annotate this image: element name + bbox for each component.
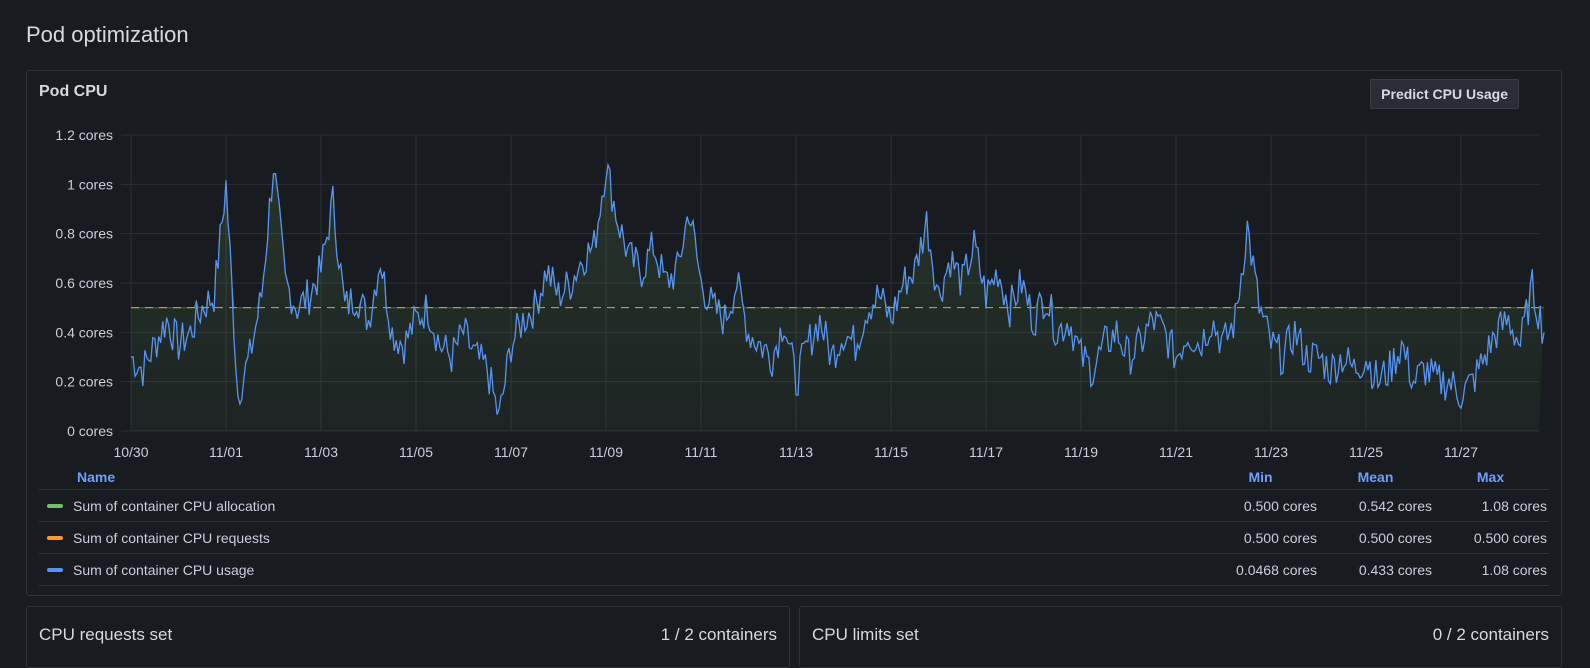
x-tick-label: 11/03 — [304, 444, 338, 460]
max-value: 1.08 cores — [1481, 497, 1547, 514]
x-tick-label: 11/13 — [779, 444, 813, 460]
x-tick-label: 11/23 — [1254, 444, 1288, 460]
x-tick-label: 11/25 — [1349, 444, 1383, 460]
legend-row-usage[interactable]: Sum of container CPU usage 0.0468 cores … — [39, 554, 1549, 586]
usage-line — [130, 162, 1545, 415]
legend-header-min[interactable]: Min — [1248, 469, 1273, 485]
x-tick-label: 11/19 — [1064, 444, 1098, 460]
series-name: Sum of container CPU requests — [73, 529, 270, 546]
min-value: 0.500 cores — [1243, 497, 1317, 514]
series-color-swatch — [47, 535, 63, 540]
card-value: 1 / 2 containers — [660, 625, 777, 644]
legend-header-max[interactable]: Max — [1476, 469, 1505, 485]
card-value: 0 / 2 containers — [1432, 625, 1549, 644]
y-tick-label: 0.4 cores — [55, 324, 113, 340]
x-tick-label: 11/17 — [969, 444, 1003, 460]
legend-row-requests[interactable]: Sum of container CPU requests 0.500 core… — [39, 522, 1549, 554]
card-title: CPU limits set — [812, 625, 919, 644]
mean-value: 0.542 cores — [1358, 497, 1432, 514]
card-title: CPU requests set — [39, 625, 173, 644]
y-tick-label: 1 cores — [67, 176, 113, 192]
mean-value: 0.500 cores — [1358, 529, 1432, 546]
allocation-area — [131, 165, 1545, 431]
legend-header-mean[interactable]: Mean — [1357, 469, 1394, 485]
legend-header-name[interactable]: Name — [77, 469, 116, 485]
pod-cpu-panel: 0 cores 0.2 cores 0.4 cores 0.6 cores 0.8 co… — [26, 70, 1562, 596]
y-tick-label: 1.2 cores — [55, 127, 113, 143]
x-tick-label: 11/11 — [685, 444, 718, 460]
cpu-chart: 0 cores 0.2 cores 0.4 cores 0.6 cores 0.8 co… — [55, 127, 1545, 460]
x-tick-label: 11/09 — [589, 444, 623, 460]
x-tick-label: 10/30 — [113, 444, 148, 460]
series-name: Sum of container CPU usage — [73, 561, 255, 578]
series-color-swatch — [47, 567, 63, 572]
legend-table: Name Min Mean Max Sum of container CPU a… — [39, 465, 1549, 586]
cpu-limits-card: CPU limits set 0 / 2 containers — [799, 606, 1562, 668]
y-tick-label: 0 cores — [67, 423, 113, 439]
min-value: 0.0468 cores — [1236, 561, 1317, 578]
x-tick-label: 11/05 — [399, 444, 433, 460]
y-tick-label: 0.2 cores — [55, 374, 113, 390]
mean-value: 0.433 cores — [1358, 561, 1432, 578]
max-value: 1.08 cores — [1481, 561, 1547, 578]
x-tick-label: 11/27 — [1444, 444, 1478, 460]
cpu-requests-card: CPU requests set 1 / 2 containers — [26, 606, 790, 668]
y-tick-label: 0.6 cores — [55, 275, 113, 291]
predict-cpu-usage-button[interactable]: Predict CPU Usage — [1370, 79, 1519, 109]
x-tick-label: 11/07 — [494, 444, 528, 460]
series-name: Sum of container CPU allocation — [73, 497, 276, 514]
x-tick-label: 11/15 — [874, 444, 908, 460]
legend-row-allocation[interactable]: Sum of container CPU allocation 0.500 co… — [39, 490, 1549, 522]
page-title: Pod optimization — [26, 22, 189, 47]
min-value: 0.500 cores — [1243, 529, 1317, 546]
y-tick-label: 0.8 cores — [55, 226, 113, 242]
panel-title: Pod CPU — [39, 83, 108, 100]
x-tick-label: 11/01 — [209, 444, 243, 460]
series-color-swatch — [47, 503, 63, 508]
max-value: 0.500 cores — [1473, 529, 1547, 546]
x-tick-label: 11/21 — [1159, 444, 1193, 460]
